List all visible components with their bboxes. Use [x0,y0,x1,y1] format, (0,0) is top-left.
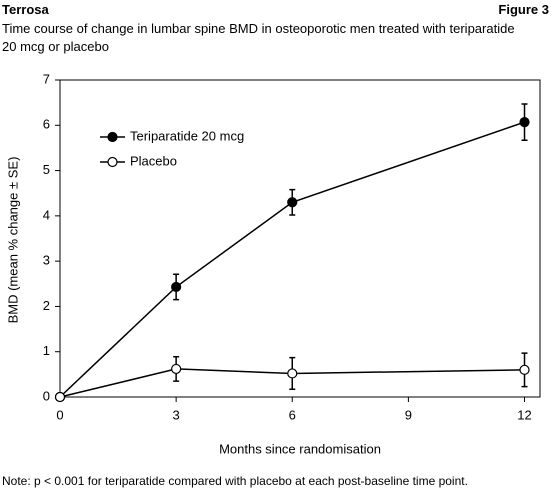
marker [54,391,66,403]
y-axis-title: BMD (mean % change ± SE) [5,157,20,324]
source: Terrosa [2,2,49,17]
legend-marker [107,131,118,143]
y-tick-label: 4 [43,207,50,222]
x-tick-label: 9 [405,407,412,422]
series-line [59,368,525,398]
figure-label: Figure 3 [498,2,549,17]
marker [519,117,530,128]
x-tick-label: 12 [517,407,531,422]
plot-frame [59,79,541,398]
y-tick-label: 3 [43,253,50,268]
chart: Months since randomisation BMD (mean % c… [5,71,541,456]
x-axis-title: Months since randomisation [219,441,381,456]
y-tick-label: 2 [43,298,50,313]
marker [287,368,298,379]
y-tick-label: 7 [43,71,50,86]
y-tick-label: 0 [43,388,50,403]
x-tick-label: 3 [173,407,180,422]
legend-marker [107,156,118,168]
x-tick-label: 6 [289,407,296,422]
x-tick-label: 0 [56,407,63,422]
series-line [59,121,525,398]
marker [171,281,182,293]
y-tick-label: 5 [43,162,50,177]
y-tick-label: 1 [43,343,50,358]
marker [171,363,182,375]
marker [287,197,298,208]
y-tick-label: 6 [43,117,50,132]
marker [519,364,530,375]
note: Note: p < 0.001 for teriparatide compare… [2,474,468,488]
subtitle: Time course of change in lumbar spine BM… [2,21,515,54]
legend-label: Placebo [130,153,177,168]
legend-label: Teriparatide 20 mcg [130,128,244,143]
